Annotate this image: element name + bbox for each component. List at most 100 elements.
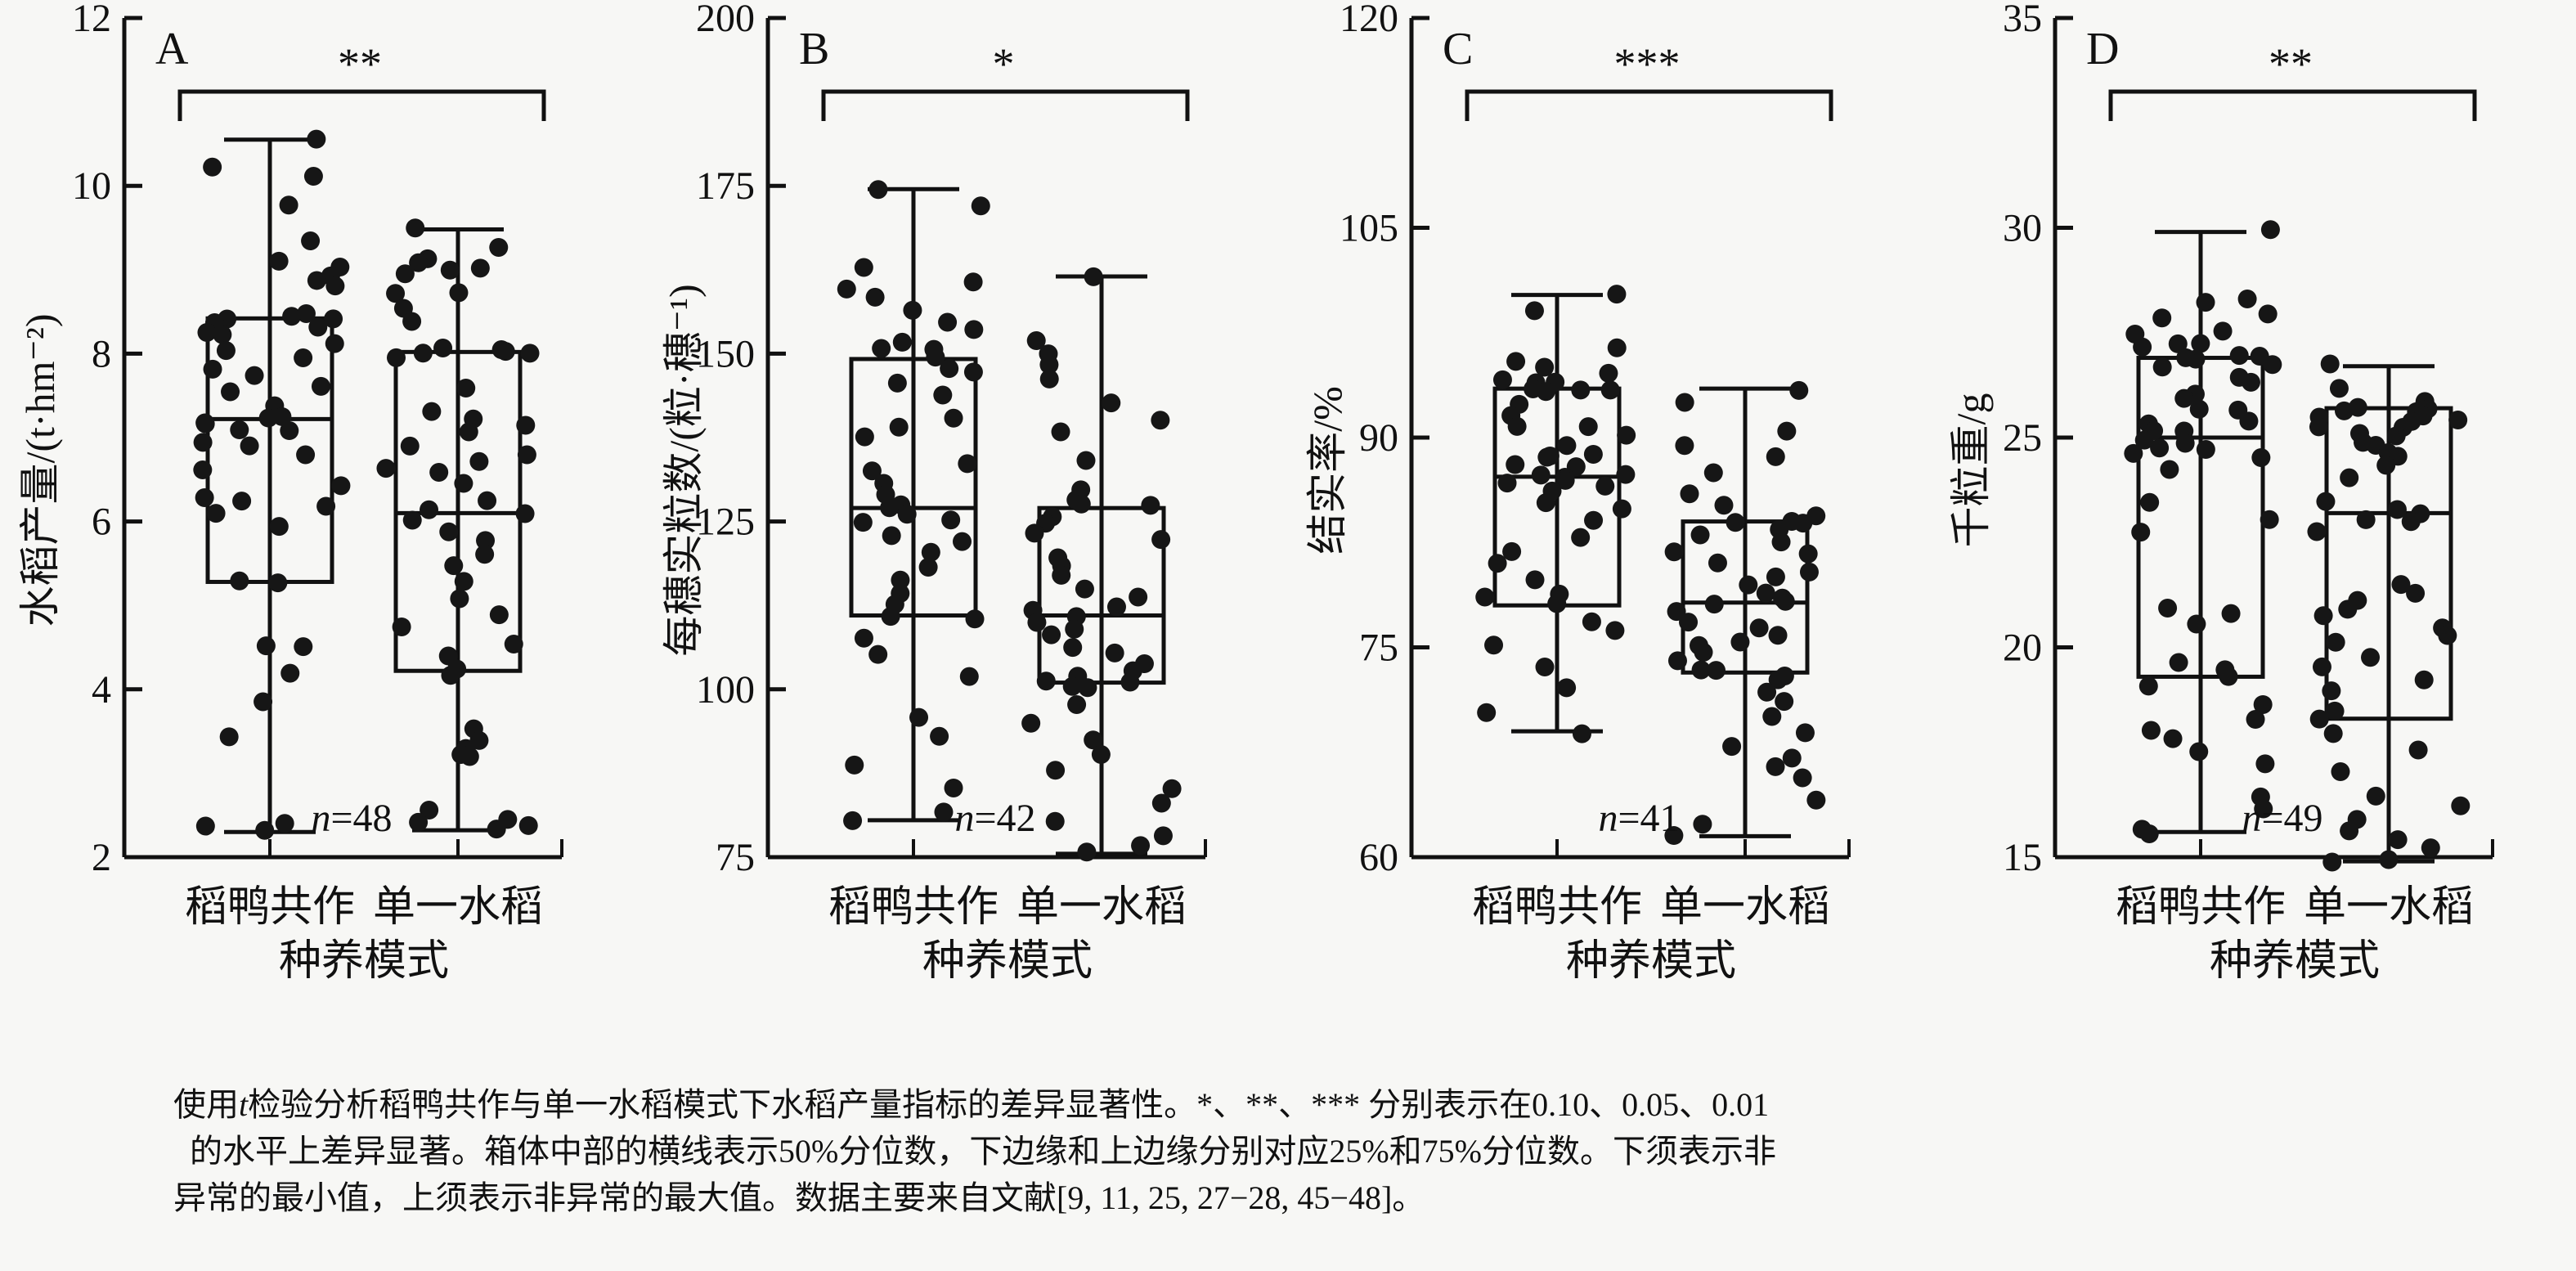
- panel-c: 60 75 90 105 120 C *** n=41 结实率/% 稻鸭共作 单一水稻 种养模式: [1287, 0, 1931, 1055]
- data-point: [2168, 334, 2188, 353]
- data-point: [240, 436, 259, 456]
- data-point: [386, 284, 406, 303]
- data-point: [2448, 411, 2468, 430]
- significance-marker: ***: [1614, 39, 1681, 88]
- data-point: [934, 802, 954, 822]
- scatter-points: [1021, 267, 1182, 862]
- panel-d: 15 20 25 30 35 D ** n=49 千粒重/g 稻鸭共作 单一水稻 种养模式: [1931, 0, 2574, 1055]
- y-axis-title: 结实率/%: [1304, 386, 1350, 555]
- data-point: [1777, 421, 1797, 441]
- panel-letter: C: [1443, 24, 1473, 74]
- data-point: [880, 498, 900, 518]
- y-tick-label: 75: [716, 836, 755, 879]
- panel-row: 2 4 6 8 10 12 A ** n=48 水稻产量/(t·hm⁻²) 稻鸭共作 单一水稻 种养模式…: [17, 0, 2574, 1055]
- data-point: [518, 815, 538, 835]
- data-point: [971, 196, 990, 216]
- data-point: [2356, 510, 2376, 529]
- y-tick-label: 60: [1359, 836, 1398, 879]
- data-point: [1077, 842, 1097, 862]
- data-point: [2386, 426, 2406, 446]
- data-point: [203, 359, 222, 379]
- data-point: [1492, 370, 1512, 389]
- box-rect: [2324, 406, 2453, 721]
- data-point: [1547, 594, 1567, 613]
- data-point: [2451, 796, 2471, 815]
- data-point: [520, 344, 540, 363]
- data-point: [1026, 331, 1046, 351]
- data-point: [2134, 430, 2154, 450]
- data-point: [489, 605, 509, 625]
- data-point: [1084, 730, 1103, 750]
- y-axis: [122, 18, 562, 860]
- data-point: [1076, 451, 1096, 470]
- scatter-points: [1475, 285, 1636, 743]
- data-point: [1714, 496, 1734, 515]
- data-point: [272, 406, 292, 426]
- data-point: [280, 421, 299, 441]
- data-point: [2331, 761, 2350, 781]
- data-point: [1062, 676, 1082, 696]
- data-point: [963, 362, 983, 382]
- data-point: [1488, 554, 1507, 573]
- data-point: [2379, 850, 2399, 869]
- data-point: [294, 348, 313, 368]
- data-point: [1535, 357, 1555, 377]
- data-point: [1756, 583, 1775, 603]
- data-point: [1690, 525, 1710, 545]
- data-point: [1131, 836, 1151, 856]
- data-point: [1616, 465, 1636, 484]
- data-point: [1766, 567, 1785, 586]
- data-point: [245, 366, 264, 385]
- data-point: [504, 635, 523, 654]
- data-point: [1605, 621, 1625, 640]
- data-point: [269, 251, 289, 271]
- data-point: [459, 422, 478, 442]
- data-point: [909, 707, 929, 727]
- data-point: [2219, 667, 2238, 686]
- data-point: [193, 460, 213, 479]
- data-point: [958, 454, 977, 474]
- data-point: [843, 811, 863, 830]
- data-point: [324, 309, 343, 329]
- x-tick-label-1: 单一水稻: [2304, 884, 2474, 931]
- data-point: [1762, 707, 1782, 726]
- sample-size-label: n=48: [311, 797, 392, 840]
- data-point: [2246, 709, 2265, 729]
- data-point: [1531, 465, 1551, 485]
- data-point: [2229, 346, 2249, 366]
- data-point: [2138, 676, 2158, 696]
- data-point: [2438, 626, 2457, 645]
- data-point: [2152, 308, 2172, 328]
- data-point: [963, 272, 983, 292]
- data-point: [1708, 553, 1727, 573]
- x-tick-label-1: 单一水稻: [1660, 884, 1830, 931]
- data-point: [1537, 447, 1557, 467]
- data-point: [868, 644, 888, 664]
- caption-line-3: 异常的最小值，上须表示非异常的最大值。数据主要来自文献[9, 11, 25, 2…: [173, 1179, 1425, 1216]
- y-tick-label: 4: [92, 668, 111, 712]
- data-point: [2320, 354, 2340, 374]
- data-point: [2263, 355, 2282, 375]
- data-point: [2408, 740, 2428, 760]
- data-point: [478, 491, 497, 510]
- data-point: [1497, 474, 1517, 493]
- data-point: [1793, 514, 1813, 533]
- data-point: [489, 237, 509, 257]
- data-point: [450, 589, 469, 609]
- data-point: [2406, 583, 2426, 603]
- data-point: [2176, 348, 2196, 367]
- caption-line-2: 的水平上差异显著。箱体中部的横线表示50%分位数，下边缘和上边缘分别对应25%和…: [190, 1133, 1776, 1170]
- data-point: [1039, 369, 1059, 388]
- data-point: [469, 451, 489, 471]
- data-point: [420, 500, 439, 519]
- data-point: [1775, 591, 1795, 611]
- data-point: [296, 303, 316, 323]
- scatter-points: [837, 180, 990, 830]
- data-point: [2316, 492, 2336, 511]
- data-point: [1484, 636, 1504, 655]
- data-point: [1102, 393, 1121, 413]
- data-point: [892, 332, 912, 352]
- caption-line1-italic: t: [239, 1086, 249, 1123]
- y-axis-title: 水稻产量/(t·hm⁻²): [17, 313, 63, 627]
